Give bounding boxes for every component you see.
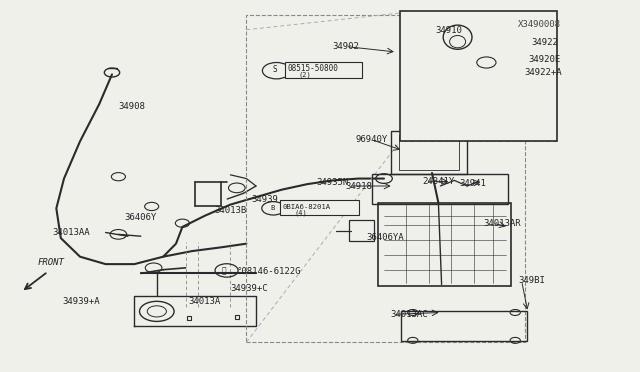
Text: 34902: 34902	[333, 42, 360, 51]
Text: (4): (4)	[294, 209, 307, 216]
Text: 24341Y: 24341Y	[422, 177, 454, 186]
Text: 34939+A: 34939+A	[63, 297, 100, 306]
Text: 34013B: 34013B	[214, 206, 246, 215]
Text: 34910: 34910	[435, 26, 462, 35]
FancyBboxPatch shape	[280, 200, 359, 215]
Text: 349BI: 349BI	[518, 276, 545, 285]
Text: 34920E: 34920E	[528, 55, 560, 64]
Text: 34939+C: 34939+C	[230, 284, 268, 293]
Text: 96940Y: 96940Y	[355, 135, 387, 144]
Text: X3490008: X3490008	[518, 20, 561, 29]
Text: 34922: 34922	[531, 38, 558, 47]
Text: Ⓑ: Ⓑ	[222, 266, 227, 275]
Text: 34918: 34918	[346, 182, 372, 190]
Text: S: S	[273, 65, 277, 74]
Text: 34013AR: 34013AR	[483, 219, 521, 228]
Text: 34013A: 34013A	[189, 297, 221, 306]
FancyBboxPatch shape	[285, 62, 362, 78]
Text: 34922+A: 34922+A	[525, 68, 563, 77]
Text: 34908: 34908	[118, 102, 145, 110]
Text: 36406YA: 36406YA	[366, 233, 404, 242]
Text: 08515-50800: 08515-50800	[288, 64, 339, 73]
Text: 34935N: 34935N	[317, 178, 349, 187]
Text: 34939: 34939	[252, 195, 278, 203]
Bar	[400, 11, 557, 141]
Text: 34941: 34941	[460, 179, 486, 188]
Text: °08146-6122G: °08146-6122G	[237, 267, 301, 276]
Text: 36406Y: 36406Y	[125, 213, 157, 222]
Bar	[246, 15, 525, 342]
Text: B: B	[270, 205, 275, 211]
Text: 34013AC: 34013AC	[390, 310, 428, 319]
Text: FRONT: FRONT	[37, 258, 64, 267]
Text: 34013AA: 34013AA	[52, 228, 90, 237]
Text: (2): (2)	[299, 71, 312, 78]
Text: 0BIA6-8201A: 0BIA6-8201A	[283, 204, 331, 210]
